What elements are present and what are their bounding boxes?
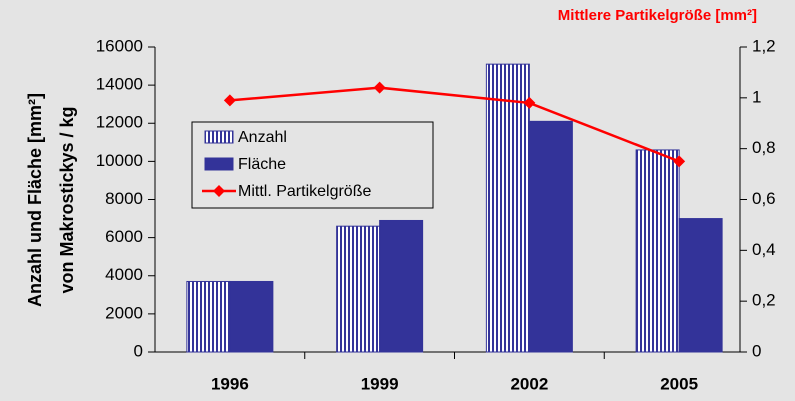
y-tick-label: 2000 bbox=[105, 303, 143, 322]
marker bbox=[523, 96, 536, 109]
y2-tick-label: 0 bbox=[752, 341, 761, 360]
y2-tick-label: 0,2 bbox=[752, 291, 776, 310]
y2-tick-label: 0,6 bbox=[752, 189, 776, 208]
y-axis-title: von Makrostickys / kg bbox=[57, 106, 77, 293]
y-tick-label: 4000 bbox=[105, 265, 143, 284]
x-tick-label: 2005 bbox=[660, 374, 698, 393]
y2-tick-label: 0,8 bbox=[752, 138, 776, 157]
marker bbox=[223, 94, 236, 107]
marker bbox=[373, 81, 386, 94]
marker bbox=[673, 155, 686, 168]
line bbox=[229, 86, 680, 163]
y2-tick-label: 1,2 bbox=[752, 36, 776, 55]
y-tick-label: 8000 bbox=[105, 189, 143, 208]
y-tick-label: 12000 bbox=[96, 113, 143, 132]
y-tick-label: 10000 bbox=[96, 151, 143, 170]
bar bbox=[678, 218, 723, 353]
bar bbox=[336, 225, 381, 353]
x-tick-label: 2002 bbox=[510, 374, 548, 393]
legend-label: Anzahl bbox=[238, 129, 287, 146]
legend-label: Mittl. Partikelgröße bbox=[238, 183, 371, 200]
legend-swatch bbox=[213, 185, 225, 197]
bar bbox=[379, 219, 424, 353]
y-tick-label: 14000 bbox=[96, 75, 143, 94]
legend-swatch bbox=[204, 130, 234, 144]
bar bbox=[229, 280, 274, 353]
x-tick-label: 1996 bbox=[211, 374, 249, 393]
bar bbox=[528, 120, 573, 353]
bar bbox=[485, 63, 530, 353]
legend-label: Fläche bbox=[238, 156, 286, 173]
y-tick-label: 6000 bbox=[105, 227, 143, 246]
y-tick-label: 16000 bbox=[96, 36, 143, 55]
y-axis-title: Anzahl und Fläche [mm²] bbox=[25, 93, 45, 307]
y2-tick-label: 0,4 bbox=[752, 240, 776, 259]
bar bbox=[186, 280, 231, 353]
y2-axis-title: Mittlere Partikelgröße [mm²] bbox=[558, 7, 757, 24]
legend-swatch bbox=[204, 157, 234, 171]
bar bbox=[635, 149, 680, 353]
x-tick-label: 1999 bbox=[361, 374, 399, 393]
y-tick-label: 0 bbox=[134, 341, 143, 360]
y2-tick-label: 1 bbox=[752, 87, 761, 106]
